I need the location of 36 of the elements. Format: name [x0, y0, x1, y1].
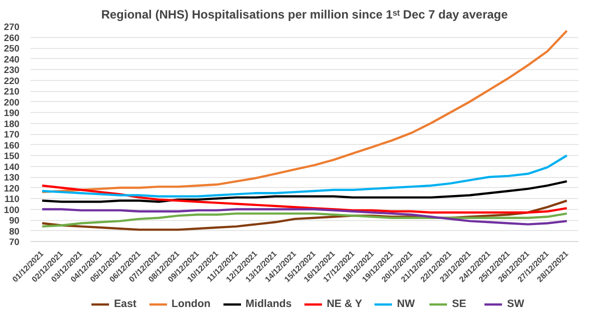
y-tick-label: 70	[9, 237, 20, 247]
line-series	[41, 180, 568, 203]
y-tick-label: 240	[4, 54, 20, 64]
legend-label: London	[171, 298, 211, 310]
y-tick-label: 270	[4, 22, 20, 32]
legend-label: Midlands	[246, 298, 292, 310]
y-tick-label: 160	[4, 140, 20, 150]
y-tick-label: 100	[4, 204, 20, 215]
legend-label: SW	[507, 298, 526, 310]
line-series	[41, 184, 568, 214]
y-tick-label: 210	[4, 86, 20, 96]
legend-label: SE	[452, 298, 468, 310]
legend-label: NE & Y	[326, 298, 362, 310]
line-series	[41, 208, 568, 226]
y-tick-label: 150	[4, 151, 20, 161]
y-tick-label: 180	[4, 118, 20, 129]
y-tick-label: 200	[4, 97, 20, 108]
y-tick-label: 260	[4, 32, 20, 43]
y-tick-label: 110	[4, 194, 20, 204]
y-tick-label: 140	[4, 162, 20, 172]
y-tick-label: 120	[4, 183, 20, 194]
y-tick-label: 220	[4, 76, 20, 86]
y-tick-label: 130	[4, 172, 20, 182]
y-tick-label: 230	[4, 65, 20, 75]
line-series	[41, 154, 568, 198]
y-tick-label: 170	[4, 130, 20, 140]
line-series	[41, 212, 568, 228]
chart-title: Regional (NHS) Hospitalisations per million since 1ˢᵗ Dec 7 day average	[101, 8, 508, 22]
y-tick-label: 190	[4, 108, 20, 118]
y-tick-label: 90	[9, 216, 20, 226]
y-tick-label: 250	[4, 44, 20, 54]
y-tick-label: 80	[9, 226, 20, 236]
legend-label: NW	[397, 298, 416, 310]
legend-label: East	[114, 298, 136, 310]
line-series	[41, 200, 568, 231]
line-series	[41, 30, 568, 194]
